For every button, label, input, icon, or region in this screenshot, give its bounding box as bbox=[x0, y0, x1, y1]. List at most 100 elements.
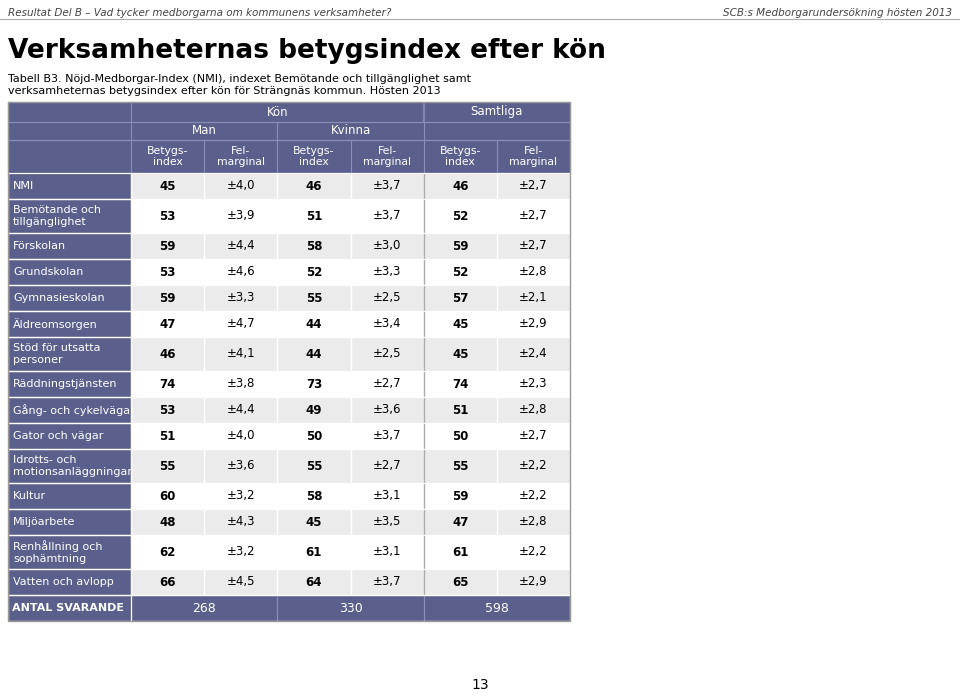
Text: 44: 44 bbox=[305, 347, 323, 361]
Bar bbox=[8, 535, 131, 569]
Bar bbox=[277, 259, 350, 285]
Text: Äldreomsorgen: Äldreomsorgen bbox=[13, 318, 98, 330]
Bar bbox=[277, 371, 350, 397]
Text: 50: 50 bbox=[452, 429, 468, 442]
Text: 51: 51 bbox=[305, 210, 323, 222]
Bar bbox=[8, 233, 131, 259]
Text: 52: 52 bbox=[452, 266, 468, 278]
Text: ±2,9: ±2,9 bbox=[519, 575, 548, 589]
Bar bbox=[497, 233, 570, 259]
Bar bbox=[497, 311, 570, 337]
Bar bbox=[350, 173, 423, 199]
Text: ±4,0: ±4,0 bbox=[227, 429, 255, 442]
Text: ±2,7: ±2,7 bbox=[519, 210, 548, 222]
Bar bbox=[277, 311, 350, 337]
Text: ±2,5: ±2,5 bbox=[372, 347, 401, 361]
Bar bbox=[277, 483, 350, 509]
Text: Bemötande och
tillgänglighet: Bemötande och tillgänglighet bbox=[13, 206, 101, 226]
Bar bbox=[277, 397, 350, 423]
Bar bbox=[204, 259, 277, 285]
Bar bbox=[204, 285, 277, 311]
Bar bbox=[8, 449, 131, 483]
Bar bbox=[204, 449, 277, 483]
Bar bbox=[131, 595, 277, 621]
Bar bbox=[423, 423, 497, 449]
Text: 52: 52 bbox=[305, 266, 323, 278]
Text: Fel-
marginal: Fel- marginal bbox=[217, 145, 265, 167]
Text: Gymnasieskolan: Gymnasieskolan bbox=[13, 293, 105, 303]
Bar bbox=[423, 449, 497, 483]
Text: 55: 55 bbox=[305, 459, 323, 473]
Bar bbox=[204, 509, 277, 535]
Bar bbox=[350, 259, 423, 285]
Bar bbox=[423, 509, 497, 535]
Bar bbox=[8, 122, 570, 140]
Bar bbox=[423, 337, 497, 371]
Text: ±2,8: ±2,8 bbox=[519, 403, 547, 417]
Text: 268: 268 bbox=[192, 602, 216, 614]
Bar bbox=[350, 535, 423, 569]
Text: Kvinna: Kvinna bbox=[330, 124, 371, 138]
Text: ±3,0: ±3,0 bbox=[372, 240, 401, 252]
Text: 45: 45 bbox=[159, 180, 176, 192]
Bar bbox=[131, 173, 204, 199]
Bar bbox=[277, 423, 350, 449]
Bar bbox=[277, 233, 350, 259]
Bar bbox=[497, 285, 570, 311]
Text: ±2,2: ±2,2 bbox=[519, 545, 548, 559]
Text: 55: 55 bbox=[452, 459, 468, 473]
Text: ANTAL SVARANDE: ANTAL SVARANDE bbox=[12, 603, 124, 613]
Text: Stöd för utsatta
personer: Stöd för utsatta personer bbox=[13, 343, 101, 365]
Bar bbox=[350, 285, 423, 311]
Bar bbox=[131, 102, 423, 122]
Bar bbox=[350, 311, 423, 337]
Text: NMI: NMI bbox=[13, 181, 35, 191]
Text: 55: 55 bbox=[305, 291, 323, 305]
Text: ±2,2: ±2,2 bbox=[519, 489, 548, 503]
Bar bbox=[131, 569, 204, 595]
Text: ±2,8: ±2,8 bbox=[519, 515, 547, 528]
Bar bbox=[350, 233, 423, 259]
Text: 53: 53 bbox=[159, 266, 176, 278]
Text: 46: 46 bbox=[305, 180, 323, 192]
Bar bbox=[497, 259, 570, 285]
Text: Man: Man bbox=[192, 124, 217, 138]
Text: Gator och vägar: Gator och vägar bbox=[13, 431, 104, 441]
Text: SCB:s Medborgarundersökning hösten 2013: SCB:s Medborgarundersökning hösten 2013 bbox=[723, 8, 952, 18]
Bar bbox=[204, 337, 277, 371]
Bar bbox=[497, 423, 570, 449]
Text: ±3,7: ±3,7 bbox=[372, 575, 401, 589]
Text: ±3,3: ±3,3 bbox=[372, 266, 401, 278]
Text: Fel-
marginal: Fel- marginal bbox=[363, 145, 411, 167]
Text: Renhållning och
sophämtning: Renhållning och sophämtning bbox=[13, 540, 103, 564]
Bar bbox=[131, 535, 204, 569]
Bar bbox=[131, 371, 204, 397]
Text: Fel-
marginal: Fel- marginal bbox=[510, 145, 558, 167]
Text: ±2,4: ±2,4 bbox=[519, 347, 548, 361]
Bar bbox=[277, 595, 423, 621]
Text: Verksamheternas betygsindex efter kön: Verksamheternas betygsindex efter kön bbox=[8, 38, 606, 64]
Bar bbox=[423, 285, 497, 311]
Text: ±3,6: ±3,6 bbox=[227, 459, 255, 473]
Text: 59: 59 bbox=[159, 291, 176, 305]
Text: 60: 60 bbox=[159, 489, 176, 503]
Bar bbox=[423, 595, 570, 621]
Bar bbox=[423, 397, 497, 423]
Bar bbox=[277, 509, 350, 535]
Text: ±3,4: ±3,4 bbox=[372, 317, 401, 331]
Text: ±3,2: ±3,2 bbox=[227, 489, 255, 503]
Bar bbox=[131, 397, 204, 423]
Bar bbox=[350, 199, 423, 233]
Text: ±4,3: ±4,3 bbox=[227, 515, 255, 528]
Bar bbox=[8, 569, 131, 595]
Text: Tabell B3. Nöjd-Medborgar-Index (NMI), indexet Bemötande och tillgänglighet samt: Tabell B3. Nöjd-Medborgar-Index (NMI), i… bbox=[8, 74, 471, 84]
Text: ±3,7: ±3,7 bbox=[372, 429, 401, 442]
Bar bbox=[423, 102, 570, 122]
Text: Idrotts- och
motionsanläggningar: Idrotts- och motionsanläggningar bbox=[13, 455, 132, 477]
Bar bbox=[131, 233, 204, 259]
Bar bbox=[497, 569, 570, 595]
Text: 59: 59 bbox=[452, 489, 468, 503]
Text: 50: 50 bbox=[305, 429, 323, 442]
Bar bbox=[131, 285, 204, 311]
Text: 45: 45 bbox=[305, 515, 323, 528]
